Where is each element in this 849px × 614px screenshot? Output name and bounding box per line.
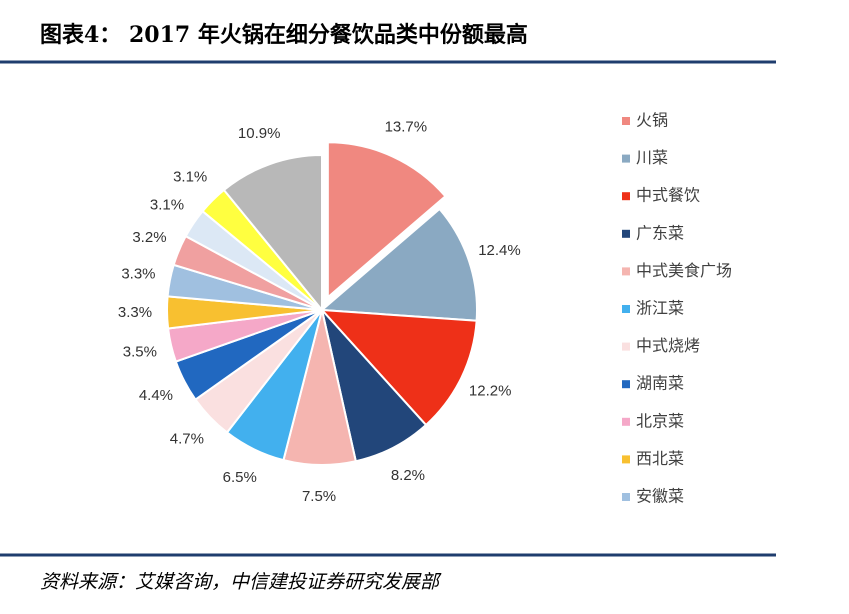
- legend-swatch: [622, 417, 630, 426]
- pie-slice: [319, 207, 478, 322]
- legend-label: 北京菜: [636, 411, 684, 430]
- legend-swatch: [622, 267, 630, 276]
- legend-label: 西北菜: [636, 449, 684, 468]
- legend-label: 火锅: [636, 111, 668, 130]
- legend-swatch: [622, 493, 630, 501]
- value-label: 7.5%: [302, 488, 336, 505]
- value-label: 12.2%: [469, 383, 512, 400]
- source: 资料来源：艾媒咨询，中信建投证券研究发展部: [40, 571, 442, 593]
- value-label: 3.1%: [150, 196, 184, 213]
- legend-swatch: [622, 380, 630, 389]
- value-label: 3.3%: [118, 304, 152, 321]
- legend-swatch: [622, 154, 630, 163]
- chart-title: 图表4： 2017 年火锅在细分餐饮品类中份额最高: [40, 22, 528, 48]
- legend-swatch: [622, 342, 630, 351]
- value-label: 8.2%: [391, 467, 425, 484]
- legend-label: 中式烧烤: [636, 336, 700, 355]
- value-label: 4.4%: [139, 387, 173, 404]
- value-label: 12.4%: [478, 242, 521, 259]
- value-label: 3.1%: [173, 168, 207, 185]
- legend-swatch: [622, 192, 630, 201]
- legend-label: 广东菜: [636, 223, 684, 242]
- legend-swatch: [622, 455, 630, 464]
- value-label: 4.7%: [170, 430, 204, 447]
- legend-swatch: [622, 229, 630, 238]
- pie-slice: [326, 141, 447, 300]
- value-label: 13.7%: [385, 118, 428, 135]
- value-label: 3.5%: [123, 343, 157, 360]
- value-label: 3.2%: [132, 229, 166, 246]
- legend-label: 安徽菜: [636, 487, 684, 506]
- value-label: 10.9%: [238, 125, 281, 142]
- legend-label: 中式美食广场: [636, 261, 732, 280]
- legend-label: 湖南菜: [636, 374, 684, 393]
- value-label: 3.3%: [121, 265, 155, 282]
- pie-slice: [222, 153, 323, 313]
- legend-swatch: [622, 117, 630, 125]
- value-label: 6.5%: [223, 469, 257, 486]
- legend-label: 中式餐饮: [636, 186, 700, 205]
- legend-swatch: [622, 305, 630, 313]
- legend-label: 川菜: [636, 148, 668, 167]
- pie-slice: [319, 308, 478, 427]
- legend-label: 浙江菜: [636, 299, 684, 318]
